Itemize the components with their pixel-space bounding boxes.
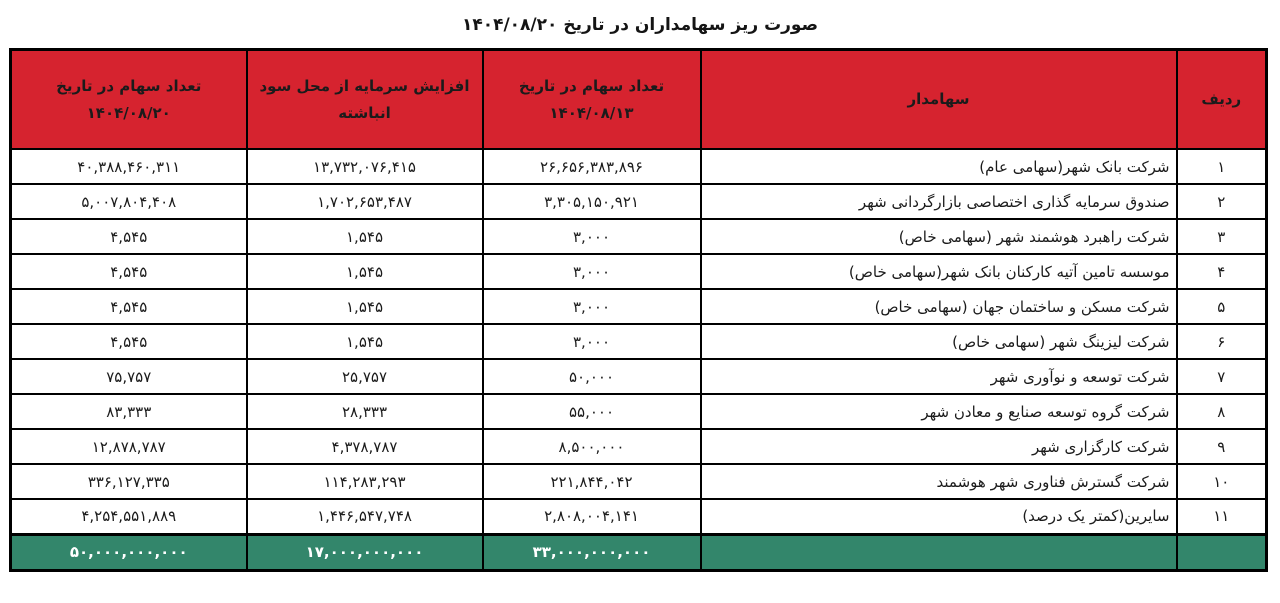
row-number-cell: ۵ [1175,288,1268,325]
total-shares-after-cell: ۵۰,۰۰۰,۰۰۰,۰۰۰ [9,532,248,571]
shareholder-name-cell: شرکت کارگزاری شهر [699,428,1178,465]
header-row-number: ردیف [1175,48,1268,150]
shares-after-cell: ۱۲,۸۷۸,۷۸۷ [9,428,248,465]
table-row: ۹ شرکت کارگزاری شهر ۸,۵۰۰,۰۰۰ ۴,۳۷۸,۷۸۷ … [9,428,1268,465]
shareholder-name-cell: موسسه تامین آتیه کارکنان بانک شهر(سهامی … [699,253,1178,290]
table-row: ۱ شرکت بانک شهر(سهامی عام) ۲۶,۶۵۶,۳۸۳,۸۹… [9,148,1268,185]
shares-before-cell: ۵۰,۰۰۰ [481,358,702,395]
increase-cell: ۴,۳۷۸,۷۸۷ [245,428,484,465]
header-shares-after-line1: تعداد سهام در تاریخ [56,76,202,95]
shares-after-cell: ۷۵,۷۵۷ [9,358,248,395]
total-shares-before-cell: ۳۳,۰۰۰,۰۰۰,۰۰۰ [481,532,702,571]
shares-after-cell: ۴۰,۳۸۸,۴۶۰,۳۱۱ [9,148,248,185]
header-shareholder: سهامدار [699,48,1178,150]
page-title: صورت ریز سهامداران در تاریخ ۱۴۰۴/۰۸/۲۰ [461,15,819,35]
row-number-cell: ۲ [1175,183,1268,220]
table-row: ۲ صندوق سرمایه گذاری اختصاصی بازارگردانی… [9,183,1268,220]
shareholder-name-cell: شرکت گروه توسعه صنایع و معادن شهر [699,393,1178,430]
header-shares-after-date: ۱۴۰۴/۰۸/۲۰ [86,103,171,122]
shares-after-cell: ۴,۵۴۵ [9,288,248,325]
shares-after-cell: ۴,۵۴۵ [9,323,248,360]
total-row-number-cell [1175,532,1268,571]
row-number-cell: ۷ [1175,358,1268,395]
shareholder-name-cell: شرکت مسکن و ساختمان جهان (سهامی خاص) [699,288,1178,325]
row-number-cell: ۹ [1175,428,1268,465]
row-number-cell: ۴ [1175,253,1268,290]
increase-cell: ۱,۵۴۵ [245,288,484,325]
row-number-cell: ۶ [1175,323,1268,360]
row-number-cell: ۱۰ [1175,463,1268,500]
header-row-number-label: ردیف [1201,90,1242,108]
shareholder-name-cell: شرکت بانک شهر(سهامی عام) [699,148,1178,185]
header-shares-before-date: ۱۴۰۴/۰۸/۱۳ [549,103,634,122]
shares-before-cell: ۵۵,۰۰۰ [481,393,702,430]
shares-after-cell: ۴,۵۴۵ [9,218,248,255]
header-shares-before: تعداد سهام در تاریخ ۱۴۰۴/۰۸/۱۳ [481,48,702,150]
shares-before-cell: ۲۶,۶۵۶,۳۸۳,۸۹۶ [481,148,702,185]
table-row: ۱۰ شرکت گسترش فناوری شهر هوشمند ۲۲۱,۸۴۴,… [9,463,1268,500]
shareholder-name-cell: شرکت توسعه و نوآوری شهر [699,358,1178,395]
table-row: ۴ موسسه تامین آتیه کارکنان بانک شهر(سهام… [9,253,1268,290]
total-increase-cell: ۱۷,۰۰۰,۰۰۰,۰۰۰ [245,532,484,571]
shareholder-name-cell: شرکت لیزینگ شهر (سهامی خاص) [699,323,1178,360]
table-row: ۷ شرکت توسعه و نوآوری شهر ۵۰,۰۰۰ ۲۵,۷۵۷ … [9,358,1268,395]
table-row: ۳ شرکت راهبرد هوشمند شهر (سهامی خاص) ۳,۰… [9,218,1268,255]
shareholder-name-cell: شرکت راهبرد هوشمند شهر (سهامی خاص) [699,218,1178,255]
header-shares-before-line1: تعداد سهام در تاریخ [518,76,665,95]
header-capital-increase: افزایش سرمایه از محل سود انباشته [245,48,484,150]
shares-after-cell: ۳۳۶,۱۲۷,۳۳۵ [9,463,248,500]
shareholder-name-cell: سایرین(کمتر یک درصد) [699,498,1178,535]
shares-before-cell: ۳,۰۰۰ [481,323,702,360]
table-row: ۶ شرکت لیزینگ شهر (سهامی خاص) ۳,۰۰۰ ۱,۵۴… [9,323,1268,360]
increase-cell: ۱,۵۴۵ [245,218,484,255]
increase-cell: ۱,۵۴۵ [245,253,484,290]
shareholder-name-cell: شرکت گسترش فناوری شهر هوشمند [699,463,1178,500]
shares-before-cell: ۳,۰۰۰ [481,288,702,325]
shareholders-table: ردیف سهامدار تعداد سهام در تاریخ ۱۴۰۴/۰۸… [9,48,1268,572]
increase-cell: ۱۳,۷۳۲,۰۷۶,۴۱۵ [245,148,484,185]
increase-cell: ۱۱۴,۲۸۳,۲۹۳ [245,463,484,500]
increase-cell: ۱,۵۴۵ [245,323,484,360]
header-shares-after: تعداد سهام در تاریخ ۱۴۰۴/۰۸/۲۰ [9,48,248,150]
increase-cell: ۱,۷۰۲,۶۵۳,۴۸۷ [245,183,484,220]
shares-after-cell: ۴,۵۴۵ [9,253,248,290]
table-row: ۵ شرکت مسکن و ساختمان جهان (سهامی خاص) ۳… [9,288,1268,325]
shares-after-cell: ۸۳,۳۳۳ [9,393,248,430]
total-row: ۳۳,۰۰۰,۰۰۰,۰۰۰ ۱۷,۰۰۰,۰۰۰,۰۰۰ ۵۰,۰۰۰,۰۰۰… [9,532,1268,571]
shares-before-cell: ۸,۵۰۰,۰۰۰ [481,428,702,465]
shares-before-cell: ۳,۰۰۰ [481,253,702,290]
increase-cell: ۱,۴۴۶,۵۴۷,۷۴۸ [245,498,484,535]
table-header-row: ردیف سهامدار تعداد سهام در تاریخ ۱۴۰۴/۰۸… [9,48,1268,150]
shares-before-cell: ۳,۳۰۵,۱۵۰,۹۲۱ [481,183,702,220]
row-number-cell: ۳ [1175,218,1268,255]
shareholder-name-cell: صندوق سرمایه گذاری اختصاصی بازارگردانی ش… [699,183,1178,220]
shares-before-cell: ۲,۸۰۸,۰۰۴,۱۴۱ [481,498,702,535]
shares-after-cell: ۴,۲۵۴,۵۵۱,۸۸۹ [9,498,248,535]
row-number-cell: ۱ [1175,148,1268,185]
shares-before-cell: ۲۲۱,۸۴۴,۰۴۲ [481,463,702,500]
row-number-cell: ۸ [1175,393,1268,430]
header-shareholder-label: سهامدار [907,90,970,108]
shares-before-cell: ۳,۰۰۰ [481,218,702,255]
table-row: ۸ شرکت گروه توسعه صنایع و معادن شهر ۵۵,۰… [9,393,1268,430]
total-name-cell [699,532,1178,571]
shares-after-cell: ۵,۰۰۷,۸۰۴,۴۰۸ [9,183,248,220]
increase-cell: ۲۵,۷۵۷ [245,358,484,395]
header-capital-increase-line1: افزایش سرمایه از محل سود [259,76,470,95]
row-number-cell: ۱۱ [1175,498,1268,535]
increase-cell: ۲۸,۳۳۳ [245,393,484,430]
header-capital-increase-line2: انباشته [338,103,391,122]
table-row: ۱۱ سایرین(کمتر یک درصد) ۲,۸۰۸,۰۰۴,۱۴۱ ۱,… [9,498,1268,535]
